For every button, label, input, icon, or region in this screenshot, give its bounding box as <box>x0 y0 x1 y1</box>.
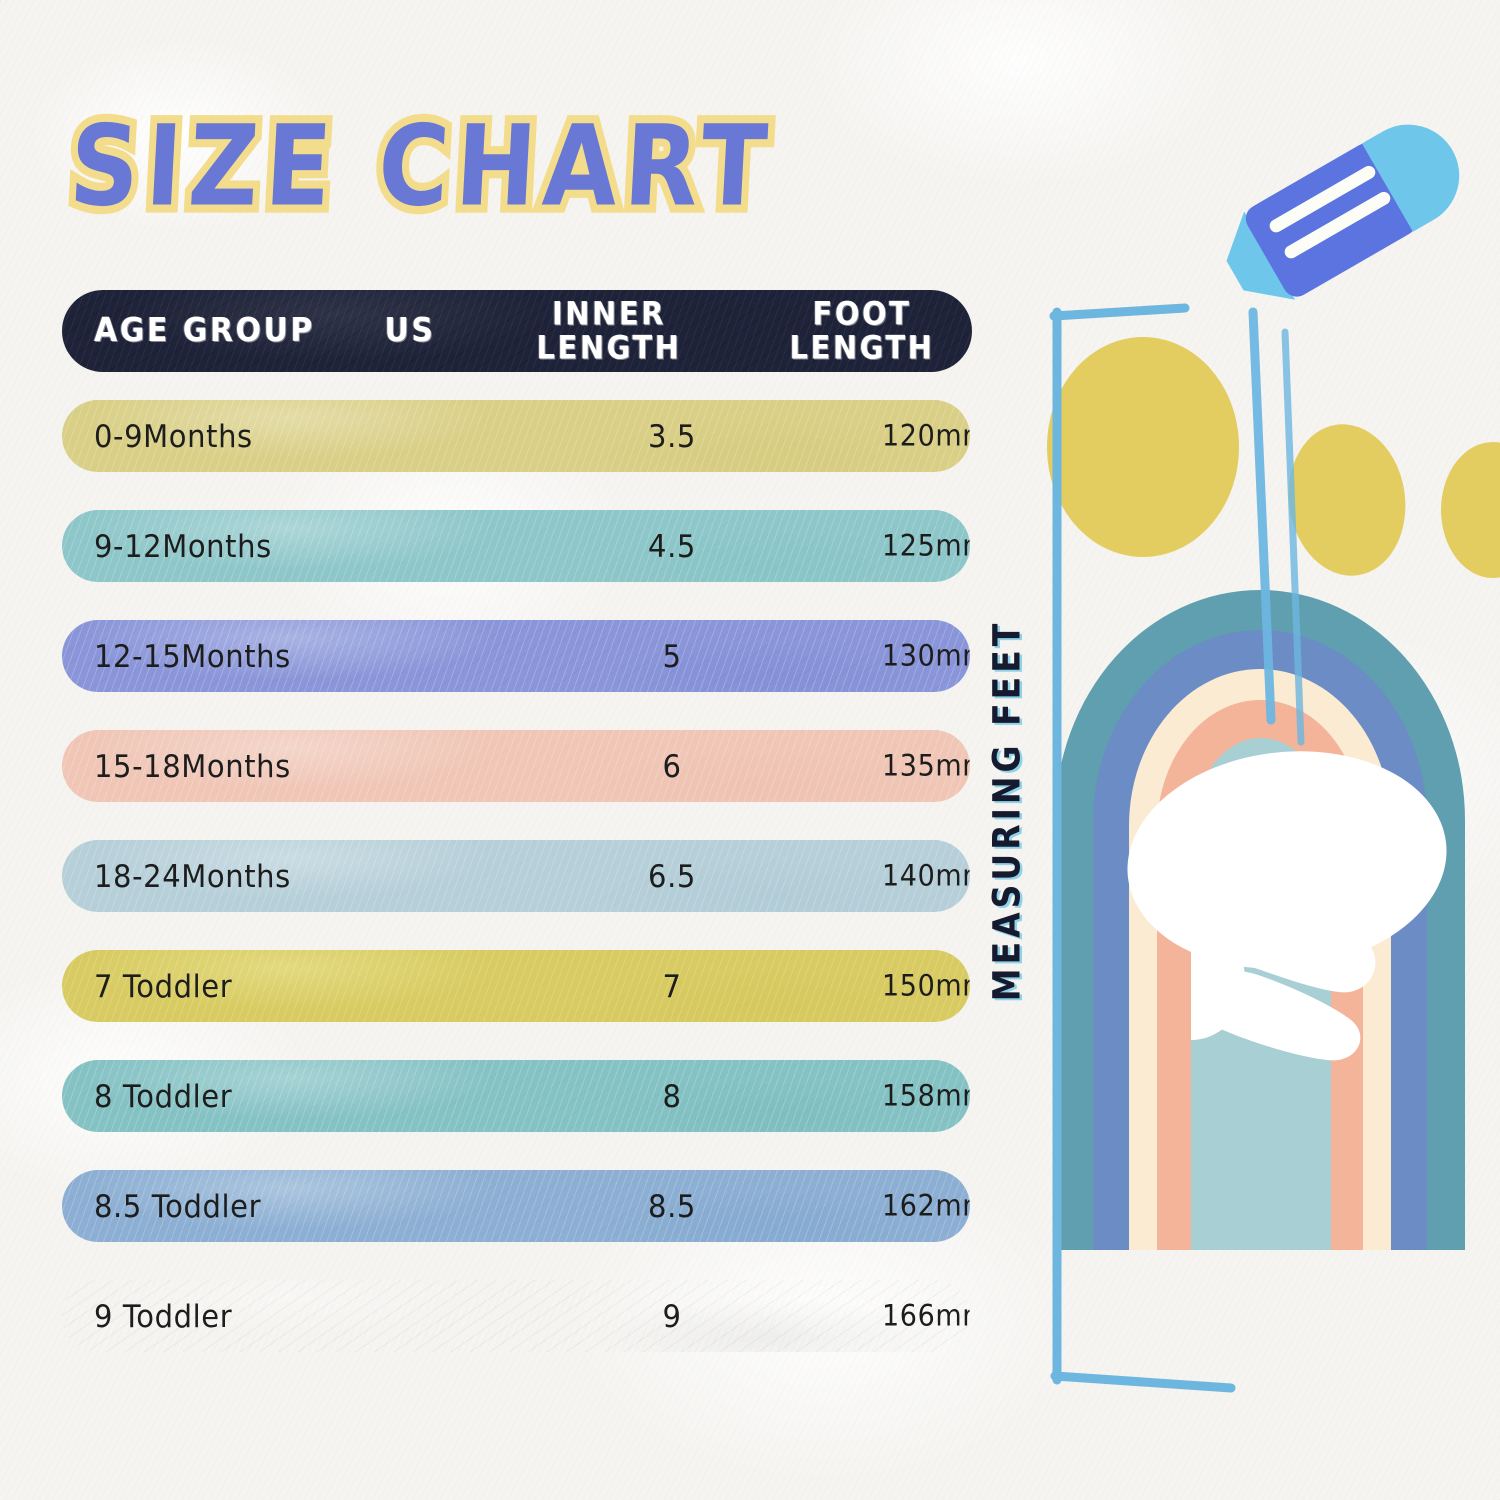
foot-outline-shape <box>1127 751 1447 1061</box>
table-row: 7 Toddler7150mm/5.90”142-146mm <box>62 950 970 1022</box>
cell-inner-length: 135mm/5.31” <box>882 749 970 783</box>
cell-age-group: 9-12Months <box>94 527 272 565</box>
illustration-svg <box>1047 303 1500 1393</box>
column-header-foot-length-line1: FOOT <box>812 294 912 333</box>
cell-inner-length: 125mm/4.92” <box>882 529 970 563</box>
table-row: 8 Toddler8158mm/6.22”147-151mm <box>62 1060 970 1132</box>
cell-inner-length: 162mm/6.40” <box>882 1189 970 1223</box>
column-header-age-group: AGE GROUP <box>94 311 315 350</box>
cell-us: 8.5 <box>648 1187 696 1225</box>
cell-age-group: 12-15Months <box>94 637 291 675</box>
illustration-panel <box>995 80 1500 1440</box>
cell-us: 6 <box>662 747 682 785</box>
hand-drawn-frame-lines <box>1049 303 1305 1393</box>
cell-age-group: 8.5 Toddler <box>94 1187 262 1225</box>
cell-age-group: 7 Toddler <box>94 967 233 1005</box>
cell-us: 3.5 <box>648 417 696 455</box>
cell-age-group: 15-18Months <box>94 747 291 785</box>
column-header-us: US <box>384 311 436 350</box>
cell-us: 5 <box>662 637 682 675</box>
cell-age-group: 8 Toddler <box>94 1077 233 1115</box>
table-rows: 0-9Months3.5120mm/4.72”112-116mm9-12Mont… <box>62 400 970 1352</box>
measuring-feet-label: MEASURING FEET <box>975 560 1039 1060</box>
column-header-foot-length: FOOT LENGTH <box>754 297 970 365</box>
table-row: 12-15Months5130mm/5.11”122-126mm <box>62 620 970 692</box>
cell-inner-length: 140mm/5.51” <box>882 859 970 893</box>
cell-age-group: 9 Toddler <box>94 1297 233 1335</box>
column-header-inner-length-line1: INNER <box>552 294 666 333</box>
cell-us: 8 <box>662 1077 682 1115</box>
size-chart-table: AGE GROUP US INNER LENGTH FOOT LENGTH 0-… <box>62 290 972 1352</box>
yellow-blob-large <box>1047 337 1239 557</box>
pencil-icon <box>1226 124 1460 300</box>
yellow-blob-edge <box>1441 442 1500 578</box>
cell-inner-length: 150mm/5.90” <box>882 969 970 1003</box>
yellow-blob-small <box>1288 424 1406 576</box>
cell-inner-length: 158mm/6.22” <box>882 1079 970 1113</box>
cell-us: 4.5 <box>648 527 696 565</box>
column-header-inner-length-line2: LENGTH <box>536 328 682 367</box>
page-title: SIZE CHART <box>59 94 785 239</box>
table-row: 9 Toddler9166mm/6.57”157-161mm <box>62 1280 970 1352</box>
column-header-inner-length: INNER LENGTH <box>464 297 754 365</box>
page-title-wrap: SIZE CHART <box>59 94 785 239</box>
cell-us: 6.5 <box>648 857 696 895</box>
cell-us: 9 <box>662 1297 682 1335</box>
cell-inner-length: 166mm/6.57” <box>882 1299 970 1333</box>
cell-inner-length: 120mm/4.72” <box>882 419 970 453</box>
cell-age-group: 0-9Months <box>94 417 253 455</box>
measuring-feet-text: MEASURING FEET <box>985 619 1029 1001</box>
cell-us: 7 <box>662 967 682 1005</box>
cell-inner-length: 130mm/5.11” <box>882 639 970 673</box>
table-header-row: AGE GROUP US INNER LENGTH FOOT LENGTH <box>62 290 972 372</box>
cell-age-group: 18-24Months <box>94 857 291 895</box>
column-header-foot-length-line2: LENGTH <box>789 328 935 367</box>
table-row: 15-18Months6135mm/5.31”127-131mm <box>62 730 970 802</box>
